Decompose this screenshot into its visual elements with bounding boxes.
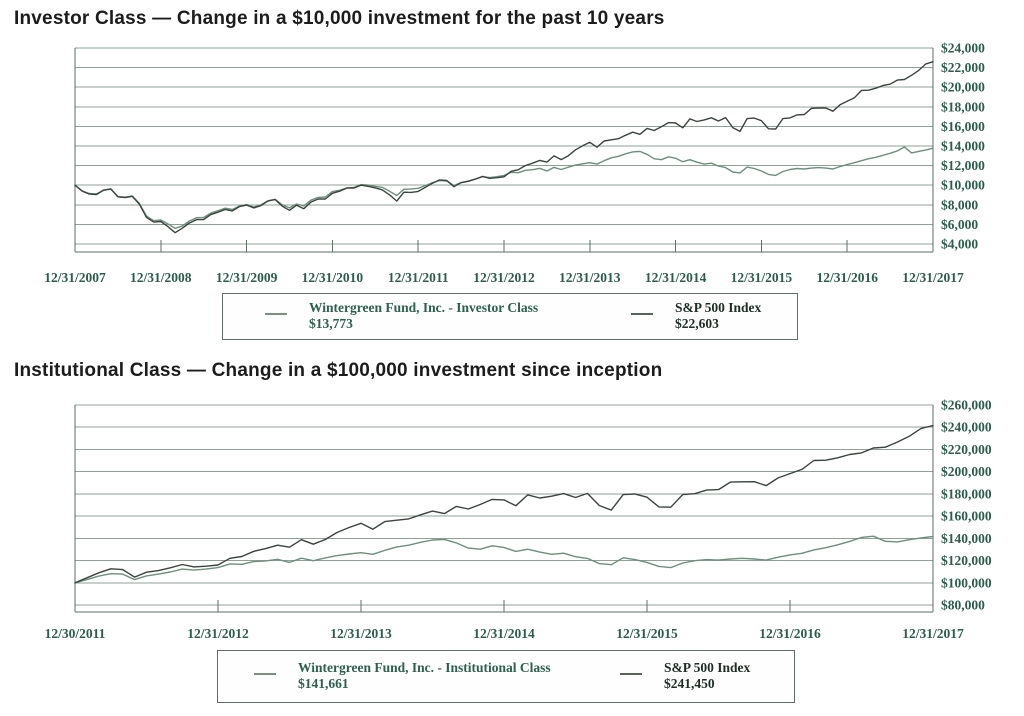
svg-text:12/31/2009: 12/31/2009 xyxy=(216,270,278,285)
institutional-class-legend: Wintergreen Fund, Inc. - Institutional C… xyxy=(217,650,795,703)
legend-entry-index: S&P 500 Index $241,450 xyxy=(620,660,750,692)
index-line-swatch-icon xyxy=(620,673,642,675)
svg-text:$24,000: $24,000 xyxy=(941,41,985,56)
svg-text:$80,000: $80,000 xyxy=(941,598,985,613)
svg-text:12/31/2011: 12/31/2011 xyxy=(388,270,449,285)
svg-text:$120,000: $120,000 xyxy=(941,553,992,568)
svg-text:12/31/2015: 12/31/2015 xyxy=(731,270,793,285)
index-final-value: $22,603 xyxy=(675,316,719,331)
index-line-swatch-icon xyxy=(631,313,653,315)
investor-class-chart-canvas: $24,000 $22,000 $20,000 $18,000 $16,000 $14,0… xyxy=(44,41,985,286)
svg-text:$180,000: $180,000 xyxy=(941,486,992,501)
svg-text:$140,000: $140,000 xyxy=(941,531,992,546)
svg-text:$12,000: $12,000 xyxy=(941,158,985,173)
svg-text:$200,000: $200,000 xyxy=(941,464,992,479)
fund-series-line xyxy=(74,535,934,584)
svg-text:$16,000: $16,000 xyxy=(941,119,985,134)
fund-series-line xyxy=(74,146,934,230)
fund-line-swatch-icon xyxy=(265,313,287,315)
svg-text:12/31/2008: 12/31/2008 xyxy=(130,270,192,285)
svg-text:$10,000: $10,000 xyxy=(941,178,985,193)
svg-text:$220,000: $220,000 xyxy=(941,442,992,457)
legend-entry-fund: Wintergreen Fund, Inc. - Institutional C… xyxy=(254,660,551,692)
index-series-line xyxy=(74,424,934,584)
svg-text:$22,000: $22,000 xyxy=(941,60,985,75)
svg-text:12/31/2007: 12/31/2007 xyxy=(44,270,106,285)
fund-legend-label: Wintergreen Fund, Inc. - Investor Class xyxy=(309,300,539,315)
legend-entry-fund: Wintergreen Fund, Inc. - Investor Class … xyxy=(265,300,538,332)
svg-text:$240,000: $240,000 xyxy=(941,420,992,435)
investor-class-legend: Wintergreen Fund, Inc. - Investor Class … xyxy=(222,293,798,340)
svg-text:$160,000: $160,000 xyxy=(941,509,992,524)
svg-text:$260,000: $260,000 xyxy=(941,398,992,413)
svg-text:$14,000: $14,000 xyxy=(941,139,985,154)
svg-text:$6,000: $6,000 xyxy=(941,217,978,232)
svg-text:$8,000: $8,000 xyxy=(941,197,978,212)
svg-text:12/31/2012: 12/31/2012 xyxy=(187,626,249,641)
institutional-class-chart-canvas: $260,000 $240,000 $220,000 $200,000 $180,000… xyxy=(45,398,992,642)
institutional-class-title: Institutional Class — Change in a $100,0… xyxy=(14,360,663,381)
svg-text:12/31/2014: 12/31/2014 xyxy=(645,270,707,285)
fund-legend-label: Wintergreen Fund, Inc. - Institutional C… xyxy=(298,660,551,675)
svg-text:12/31/2014: 12/31/2014 xyxy=(473,626,535,641)
svg-text:12/31/2016: 12/31/2016 xyxy=(759,626,821,641)
svg-text:12/31/2012: 12/31/2012 xyxy=(473,270,535,285)
index-legend-label: S&P 500 Index xyxy=(664,660,751,675)
svg-text:12/31/2017: 12/31/2017 xyxy=(902,270,964,285)
fund-final-value: $141,661 xyxy=(298,676,349,691)
index-final-value: $241,450 xyxy=(664,676,715,691)
investor-class-title: Investor Class — Change in a $10,000 inv… xyxy=(14,8,665,29)
svg-text:12/31/2015: 12/31/2015 xyxy=(616,626,678,641)
svg-text:12/31/2013: 12/31/2013 xyxy=(559,270,621,285)
index-series-line xyxy=(74,61,934,234)
svg-text:12/31/2017: 12/31/2017 xyxy=(902,626,964,641)
fund-final-value: $13,773 xyxy=(309,316,353,331)
svg-text:$100,000: $100,000 xyxy=(941,575,992,590)
svg-text:12/30/2011: 12/30/2011 xyxy=(45,626,106,641)
legend-entry-index: S&P 500 Index $22,603 xyxy=(631,300,761,332)
svg-text:$20,000: $20,000 xyxy=(941,80,985,95)
index-legend-label: S&P 500 Index xyxy=(675,300,762,315)
fund-line-swatch-icon xyxy=(254,673,276,675)
svg-text:$4,000: $4,000 xyxy=(941,237,978,252)
svg-text:12/31/2016: 12/31/2016 xyxy=(816,270,878,285)
svg-text:12/31/2010: 12/31/2010 xyxy=(302,270,364,285)
svg-text:12/31/2013: 12/31/2013 xyxy=(330,626,392,641)
svg-text:$18,000: $18,000 xyxy=(941,99,985,114)
